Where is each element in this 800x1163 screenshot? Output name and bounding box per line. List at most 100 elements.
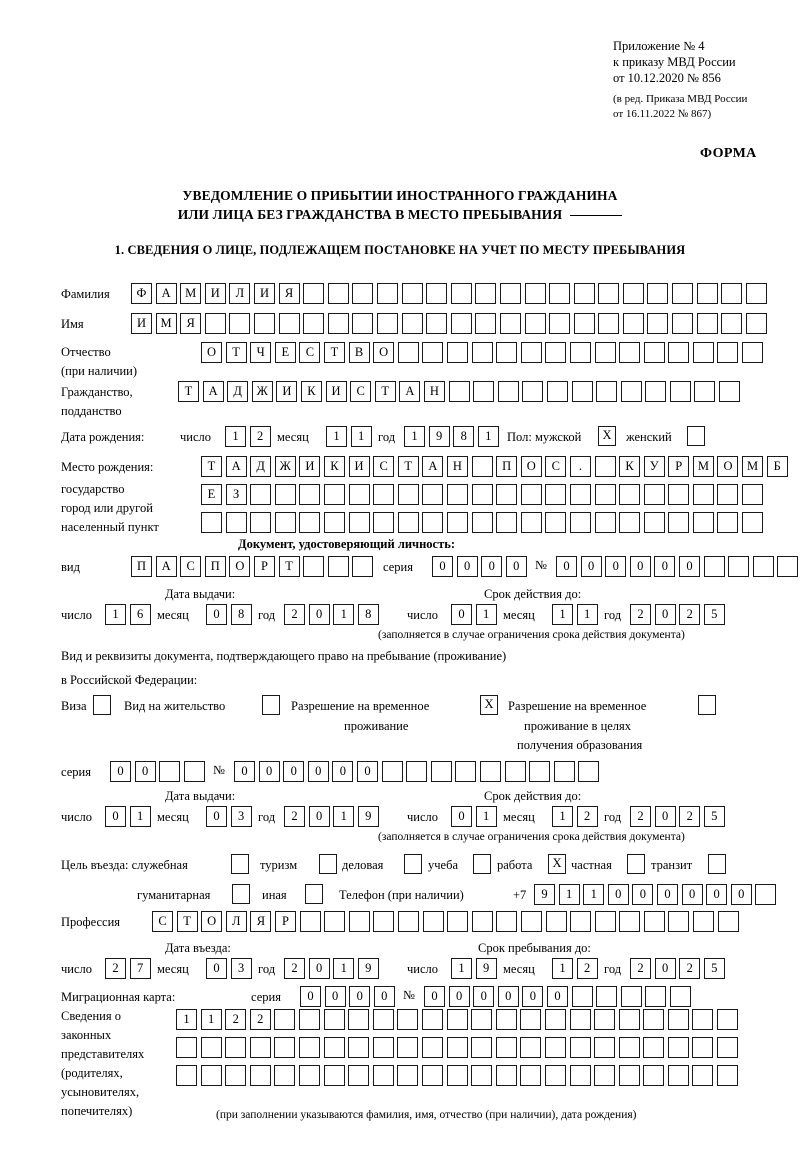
char-cell[interactable]: 1 bbox=[558, 884, 580, 905]
char-cell[interactable]: С bbox=[180, 556, 202, 577]
temp-residence-edu-checkbox[interactable] bbox=[698, 695, 716, 715]
char-cell[interactable]: 0 bbox=[432, 556, 453, 577]
char-cell[interactable] bbox=[573, 313, 595, 334]
char-cell[interactable]: С bbox=[299, 342, 321, 363]
char-cell[interactable] bbox=[569, 512, 591, 533]
char-cell[interactable]: И bbox=[325, 381, 347, 402]
char-cell[interactable] bbox=[546, 381, 568, 402]
char-cell[interactable] bbox=[549, 283, 571, 304]
char-cell[interactable] bbox=[274, 1037, 296, 1058]
char-cell[interactable] bbox=[696, 283, 718, 304]
char-cell[interactable]: И bbox=[348, 456, 370, 477]
char-cell[interactable] bbox=[448, 381, 470, 402]
char-cell[interactable]: 2 bbox=[630, 604, 651, 625]
char-cell[interactable] bbox=[250, 512, 272, 533]
char-cell[interactable] bbox=[717, 1037, 739, 1058]
char-cell[interactable]: 0 bbox=[678, 556, 700, 577]
char-cell[interactable]: Б bbox=[766, 456, 788, 477]
char-cell[interactable] bbox=[668, 484, 690, 505]
char-cell[interactable] bbox=[520, 1065, 542, 1086]
char-cell[interactable] bbox=[352, 313, 374, 334]
char-cell[interactable] bbox=[381, 761, 403, 782]
char-cell[interactable]: 0 bbox=[654, 604, 676, 625]
char-cell[interactable] bbox=[694, 381, 716, 402]
char-cell[interactable]: 0 bbox=[654, 958, 676, 979]
char-cell[interactable] bbox=[755, 884, 777, 905]
char-cell[interactable]: 1 bbox=[552, 958, 573, 979]
char-cell[interactable] bbox=[643, 911, 665, 932]
char-cell[interactable] bbox=[645, 986, 667, 1007]
char-cell[interactable] bbox=[397, 911, 419, 932]
char-cell[interactable] bbox=[250, 484, 272, 505]
legal-rep-row-2-input[interactable] bbox=[176, 1037, 739, 1058]
char-cell[interactable] bbox=[426, 283, 448, 304]
sex-female-checkbox[interactable] bbox=[687, 426, 705, 446]
char-cell[interactable] bbox=[450, 313, 472, 334]
char-cell[interactable] bbox=[201, 512, 222, 533]
char-cell[interactable]: С bbox=[350, 381, 372, 402]
birthplace-row-3-input[interactable] bbox=[201, 512, 764, 533]
char-cell[interactable] bbox=[495, 1065, 517, 1086]
char-cell[interactable]: 0 bbox=[206, 958, 227, 979]
char-cell[interactable]: П bbox=[131, 556, 152, 577]
char-cell[interactable] bbox=[376, 283, 398, 304]
char-cell[interactable] bbox=[352, 556, 374, 577]
char-cell[interactable]: 0 bbox=[134, 761, 156, 782]
char-cell[interactable]: 0 bbox=[206, 604, 227, 625]
char-cell[interactable] bbox=[643, 512, 665, 533]
char-cell[interactable]: 0 bbox=[349, 986, 371, 1007]
char-cell[interactable]: 2 bbox=[249, 1009, 271, 1030]
purpose-official-checkbox[interactable] bbox=[231, 854, 249, 874]
purpose-humanitarian-checkbox[interactable] bbox=[232, 884, 250, 904]
char-cell[interactable]: 0 bbox=[654, 556, 676, 577]
char-cell[interactable] bbox=[777, 556, 799, 577]
char-cell[interactable] bbox=[752, 556, 774, 577]
char-cell[interactable]: Ж bbox=[274, 456, 296, 477]
char-cell[interactable]: И bbox=[299, 456, 321, 477]
char-cell[interactable] bbox=[643, 1037, 665, 1058]
char-cell[interactable]: 0 bbox=[308, 604, 330, 625]
char-cell[interactable] bbox=[545, 342, 567, 363]
char-cell[interactable]: 0 bbox=[356, 761, 378, 782]
purpose-transit-checkbox[interactable] bbox=[708, 854, 726, 874]
char-cell[interactable] bbox=[570, 911, 592, 932]
char-cell[interactable]: М bbox=[692, 456, 714, 477]
char-cell[interactable] bbox=[471, 456, 493, 477]
char-cell[interactable] bbox=[422, 512, 444, 533]
char-cell[interactable]: 0 bbox=[681, 884, 703, 905]
char-cell[interactable] bbox=[298, 1065, 320, 1086]
char-cell[interactable]: 5 bbox=[703, 604, 725, 625]
char-cell[interactable]: Т bbox=[323, 342, 345, 363]
char-cell[interactable] bbox=[524, 313, 546, 334]
char-cell[interactable] bbox=[479, 761, 501, 782]
char-cell[interactable] bbox=[298, 1009, 320, 1030]
char-cell[interactable]: У bbox=[643, 456, 665, 477]
char-cell[interactable] bbox=[348, 1009, 370, 1030]
char-cell[interactable] bbox=[544, 1065, 566, 1086]
char-cell[interactable] bbox=[376, 313, 398, 334]
char-cell[interactable] bbox=[497, 381, 519, 402]
char-cell[interactable] bbox=[569, 1037, 591, 1058]
purpose-private-checkbox[interactable] bbox=[627, 854, 645, 874]
char-cell[interactable] bbox=[717, 512, 739, 533]
purpose-other-checkbox[interactable] bbox=[305, 884, 323, 904]
char-cell[interactable]: 0 bbox=[546, 986, 568, 1007]
char-cell[interactable]: С bbox=[152, 911, 173, 932]
char-cell[interactable] bbox=[717, 342, 739, 363]
char-cell[interactable] bbox=[373, 911, 395, 932]
char-cell[interactable] bbox=[159, 761, 181, 782]
purpose-work-checkbox[interactable]: X bbox=[548, 854, 566, 874]
char-cell[interactable]: 2 bbox=[225, 1009, 247, 1030]
char-cell[interactable]: 0 bbox=[580, 556, 602, 577]
char-cell[interactable] bbox=[569, 1065, 591, 1086]
char-cell[interactable] bbox=[742, 342, 764, 363]
char-cell[interactable]: Т bbox=[225, 342, 247, 363]
